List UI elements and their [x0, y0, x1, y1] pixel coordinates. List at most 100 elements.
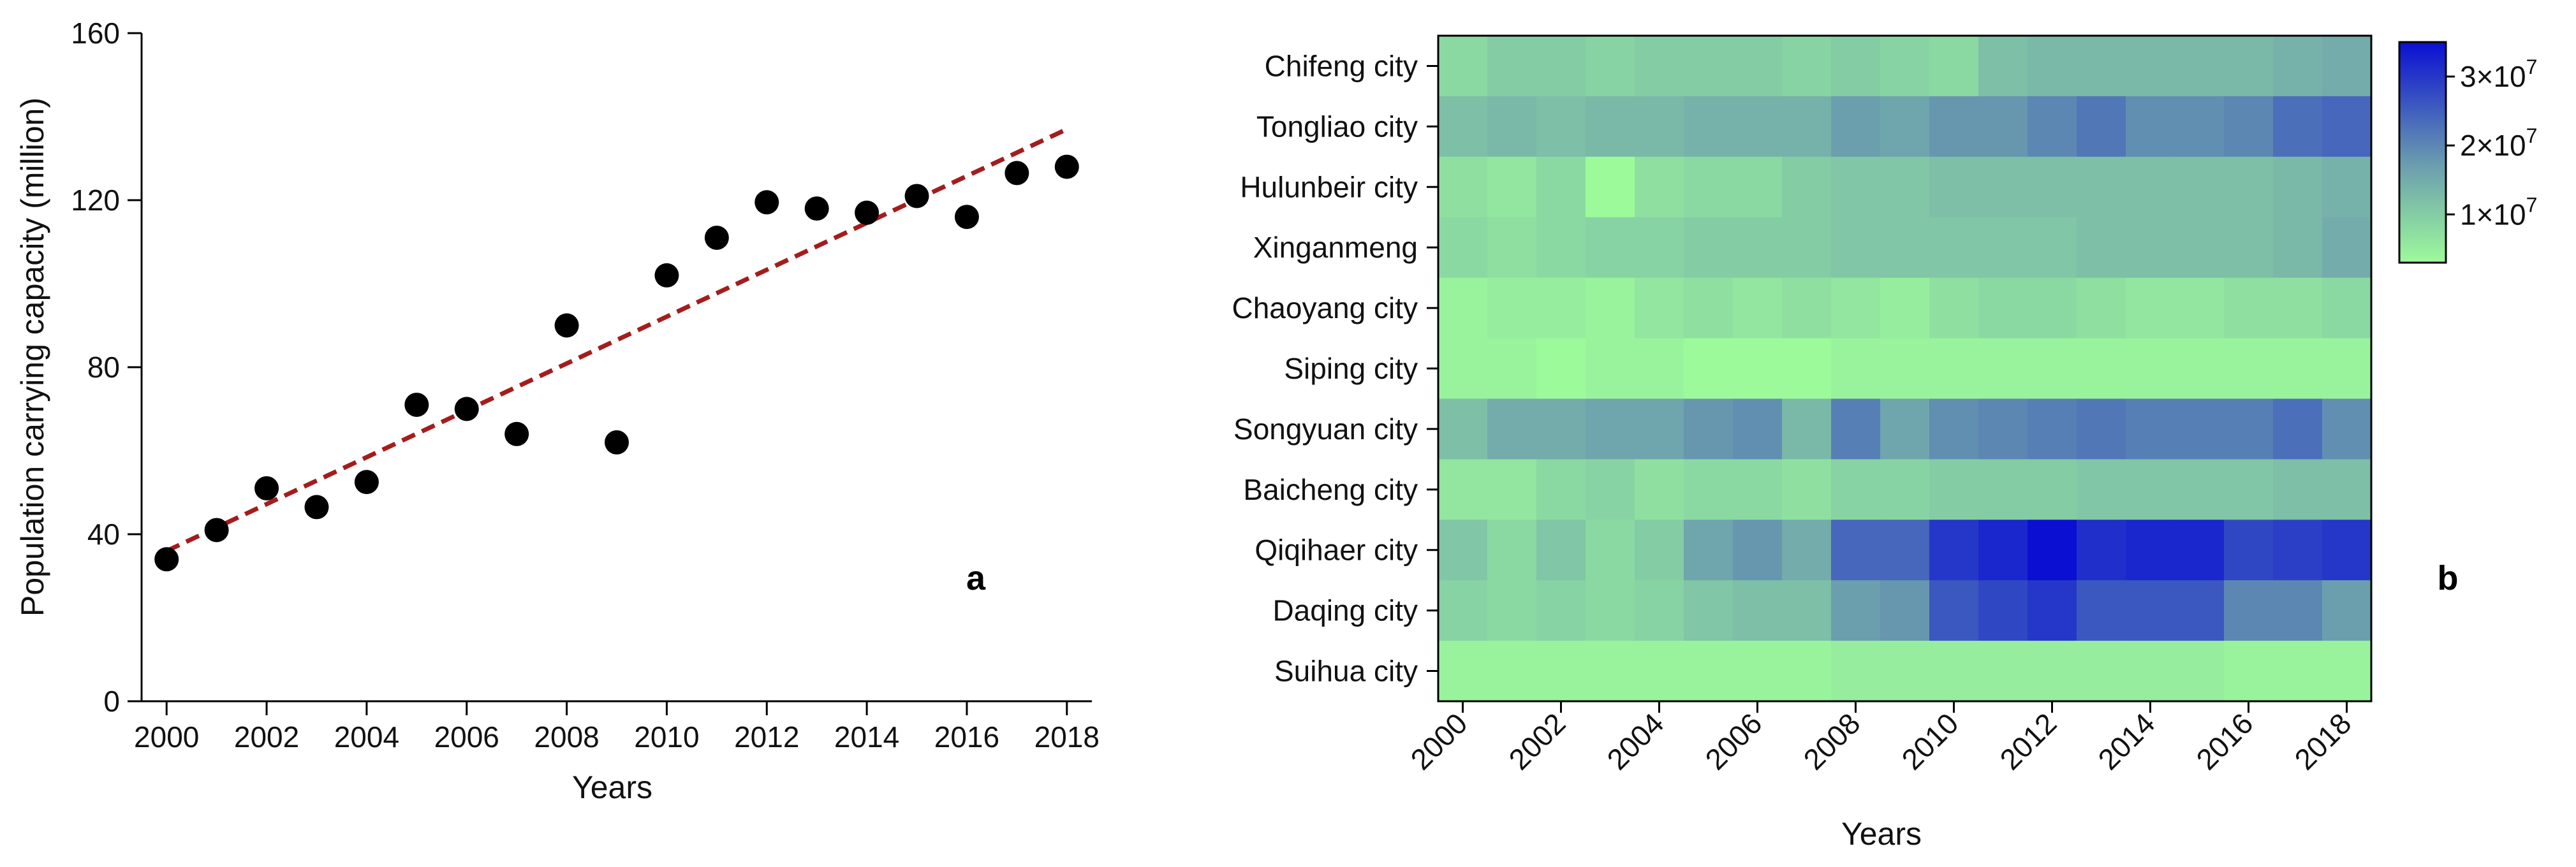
heatmap-cell — [2322, 641, 2372, 702]
heatmap-cell — [2175, 156, 2225, 218]
heatmap-cell — [1438, 459, 1488, 520]
heatmap-cell — [1782, 36, 1832, 97]
scatter-y-axis-title: Population carrying capacity (million) — [15, 98, 50, 616]
heatmap-cell — [1586, 96, 1635, 157]
heatmap-cell — [2273, 398, 2323, 460]
heatmap-cell — [1635, 96, 1684, 157]
heatmap-x-tick-label: 2008 — [1797, 706, 1866, 776]
heatmap-cell — [1782, 338, 1832, 400]
heatmap-row-label: Chaoyang city — [1232, 291, 1418, 324]
heatmap-cell — [2224, 580, 2274, 641]
heatmap-cell — [1635, 580, 1684, 641]
heatmap-cell — [1635, 338, 1684, 400]
heatmap-x-tick-label: 2012 — [1993, 706, 2063, 776]
heatmap-cell — [2077, 641, 2126, 702]
heatmap-cell — [1978, 520, 2028, 581]
heatmap-cell — [1733, 36, 1783, 97]
heatmap-cell — [2126, 459, 2175, 520]
heatmap-cell — [2224, 641, 2274, 702]
panel-label-b: b — [2438, 559, 2459, 597]
heatmap-cell — [2273, 36, 2323, 97]
heatmap-cell — [1487, 398, 1537, 460]
heatmap-cell — [2175, 277, 2225, 339]
heatmap-cell — [1733, 156, 1783, 218]
heatmap-row-label: Songyuan city — [1233, 412, 1418, 446]
heatmap-cell — [1684, 641, 1733, 702]
heatmap-cell — [1880, 217, 1930, 279]
heatmap-cell — [1438, 277, 1488, 339]
heatmap-cell — [2224, 217, 2274, 279]
heatmap-row-label: Tongliao city — [1256, 110, 1418, 143]
heatmap-cell — [1536, 217, 1586, 279]
heatmap-cell — [1487, 156, 1537, 218]
scatter-point — [304, 495, 329, 520]
heatmap-cell — [1929, 338, 1979, 400]
heatmap-cell — [1929, 36, 1979, 97]
heatmap-cell — [2273, 96, 2323, 157]
heatmap-cell — [1684, 96, 1733, 157]
heatmap-cell — [1635, 277, 1684, 339]
scatter-y-tick-label: 80 — [87, 351, 120, 384]
heatmap-cell — [1438, 217, 1488, 279]
heatmap-cell — [1487, 338, 1537, 400]
heatmap-row-label: Daqing city — [1272, 594, 1418, 627]
heatmap-cell — [1782, 156, 1832, 218]
heatmap-cell — [2224, 338, 2274, 400]
heatmap-cell — [1929, 459, 1979, 520]
heatmap-cell — [2322, 520, 2372, 581]
heatmap-panel: Chifeng city Tongliao city Hulunbeir city X… — [1232, 34, 2537, 852]
heatmap-cell — [2077, 277, 2126, 339]
heatmap-cell — [2028, 277, 2077, 339]
heatmap-cell — [1831, 217, 1881, 279]
heatmap-cell — [2028, 36, 2077, 97]
heatmap-cell — [2175, 36, 2225, 97]
heatmap-cell — [1929, 641, 1979, 702]
heatmap-cell — [2126, 580, 2175, 641]
heatmap-cell — [1635, 459, 1684, 520]
heatmap-cell — [1586, 641, 1635, 702]
heatmap-cell — [1586, 398, 1635, 460]
heatmap-cell — [1782, 398, 1832, 460]
heatmap-cell — [2126, 398, 2175, 460]
scatter-x-tick-label: 2016 — [934, 720, 999, 754]
heatmap-cell — [1782, 277, 1832, 339]
heatmap-cell — [1880, 398, 1930, 460]
heatmap-row-label: Xinganmeng — [1253, 231, 1418, 264]
heatmap-cell — [1438, 338, 1488, 400]
heatmap-cell — [2322, 217, 2372, 279]
trend-line-group — [165, 127, 1068, 553]
heatmap-cell — [1684, 217, 1733, 279]
heatmap-cell — [1438, 96, 1488, 157]
heatmap-cells — [1438, 36, 2372, 702]
heatmap-cell — [1635, 641, 1684, 702]
heatmap-row-label: Siping city — [1284, 352, 1418, 385]
heatmap-cell — [1586, 217, 1635, 279]
heatmap-cell — [1684, 520, 1733, 581]
heatmap-cell — [1733, 277, 1783, 339]
heatmap-cell — [1831, 277, 1881, 339]
heatmap-cell — [1487, 217, 1537, 279]
scatter-x-tick-label: 2010 — [634, 720, 699, 754]
heatmap-cell — [1978, 580, 2028, 641]
scatter-point — [704, 225, 729, 250]
heatmap-cell — [1978, 36, 2028, 97]
heatmap-cell — [2077, 36, 2126, 97]
heatmap-cell — [1684, 156, 1733, 218]
heatmap-cell — [1438, 36, 1488, 97]
heatmap-cell — [1536, 641, 1586, 702]
heatmap-cell — [2126, 277, 2175, 339]
colorbar: 1×107 2×107 3×107 — [2398, 41, 2537, 264]
heatmap-cell — [1487, 580, 1537, 641]
heatmap-cell — [2224, 520, 2274, 581]
heatmap-cell — [1978, 156, 2028, 218]
heatmap-cell — [1536, 36, 1586, 97]
heatmap-cell — [1684, 338, 1733, 400]
scatter-point — [855, 200, 880, 225]
heatmap-cell — [2322, 580, 2372, 641]
heatmap-cell — [1831, 398, 1881, 460]
heatmap-cell — [2028, 156, 2077, 218]
heatmap-cell — [1536, 580, 1586, 641]
heatmap-cell — [1635, 520, 1684, 581]
heatmap-cell — [2077, 217, 2126, 279]
heatmap-cell — [1684, 580, 1733, 641]
